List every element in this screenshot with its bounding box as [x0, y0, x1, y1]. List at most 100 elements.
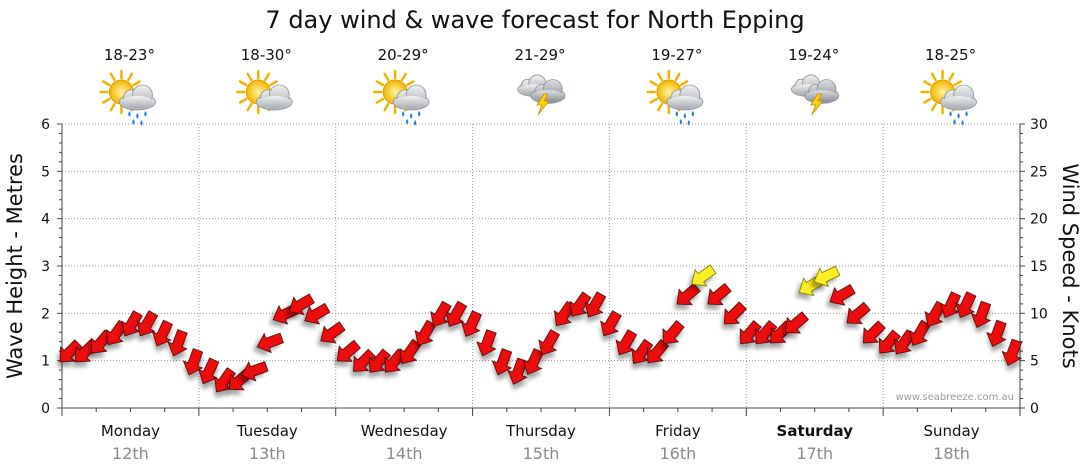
wind-arrow — [829, 284, 856, 306]
partly-cloudy-icon — [236, 69, 293, 115]
wind-arrow — [59, 339, 83, 363]
day-name-label: Wednesday — [361, 422, 448, 440]
day-date-label: 14th — [386, 444, 423, 463]
wind-arrow — [584, 291, 607, 318]
day-temperature: 19-24° — [788, 46, 839, 64]
wind-arrow — [955, 291, 977, 319]
wind-arrow — [241, 361, 269, 382]
left-tick-label: 1 — [41, 354, 50, 370]
wind-arrow — [739, 320, 762, 345]
watermark: www.seabreeze.com.au — [896, 392, 1014, 403]
wind-arrow — [691, 264, 717, 287]
wind-arrow — [615, 329, 638, 356]
day-date-label: 13th — [249, 444, 286, 463]
day-name-label: Monday — [101, 422, 160, 440]
wind-arrow — [445, 300, 468, 327]
wind-arrow — [136, 310, 159, 337]
right-tick-label: 30 — [1030, 117, 1048, 133]
right-tick-label: 20 — [1030, 212, 1048, 228]
wind-arrow — [353, 348, 376, 372]
left-tick-label: 0 — [41, 401, 50, 417]
wind-arrow — [970, 300, 992, 328]
right-tick-label: 0 — [1030, 401, 1039, 417]
day-date-label: 12th — [112, 444, 149, 463]
wind-arrow — [288, 293, 315, 316]
day-date-label: 16th — [659, 444, 696, 463]
wind-arrow — [256, 332, 284, 354]
wind-arrow — [846, 301, 871, 324]
day-temperature: 21-29° — [514, 46, 565, 64]
wind-arrow — [662, 320, 685, 345]
wind-arrow — [939, 291, 962, 319]
day-labels: Monday 12th Tuesday 13th Wednesday 14th Thursd… — [101, 422, 980, 463]
wind-arrow — [522, 348, 544, 375]
wind-arrow — [121, 310, 143, 337]
partly-sunny-showers-icon — [99, 69, 156, 126]
day-temperature: 20-29° — [378, 46, 429, 64]
wind-arrow — [600, 310, 622, 337]
wind-arrow — [460, 310, 483, 337]
right-axis-label: Wind Speed - Knots — [1058, 163, 1080, 368]
right-tick-label: 25 — [1030, 164, 1048, 180]
left-tick-label: 4 — [41, 212, 50, 228]
left-tick-label: 5 — [41, 164, 50, 180]
thunderstorm-icon — [791, 74, 840, 116]
partly-sunny-showers-icon — [646, 69, 704, 126]
partly-sunny-showers-icon — [920, 69, 977, 126]
day-name-label: Thursday — [505, 422, 576, 440]
wind-arrow — [304, 302, 331, 325]
chart-grid — [62, 123, 1020, 408]
right-tick-label: 5 — [1030, 354, 1039, 370]
left-axis-label: Wave Height - Metres — [3, 153, 27, 379]
day-name-label: Friday — [655, 422, 701, 440]
day-date-label: 18th — [933, 444, 970, 463]
day-temperature: 18-23° — [104, 46, 155, 64]
wind-arrow — [909, 319, 931, 346]
left-tick-label: 2 — [41, 306, 50, 322]
chart-title: 7 day wind & wave forecast for North Epp… — [265, 6, 804, 34]
wind-arrow — [631, 338, 654, 364]
wind-arrow — [167, 329, 188, 357]
wind-arrow — [336, 339, 361, 362]
day-temperature: 18-25° — [925, 46, 976, 64]
partly-sunny-showers-icon — [372, 69, 430, 126]
day-name-label: Saturday — [777, 422, 854, 440]
wind-arrow — [707, 282, 732, 306]
right-tick-label: 10 — [1030, 306, 1048, 322]
day-date-label: 17th — [796, 444, 833, 463]
wind-arrow — [368, 348, 392, 373]
day-temperature: 19-27° — [651, 46, 702, 64]
chart-axes: 0 1 2 3 4 5 6 0 5 10 15 20 25 30 — [41, 117, 1048, 417]
wind-arrow — [1001, 338, 1023, 366]
wind-arrow — [813, 265, 841, 287]
wind-arrow — [647, 338, 670, 364]
wind-arrow — [414, 319, 437, 346]
left-tick-label: 3 — [41, 259, 50, 275]
wind-arrow — [862, 320, 886, 344]
wind-arrow — [320, 321, 346, 344]
wind-arrow — [986, 319, 1007, 347]
wind-arrow — [755, 320, 778, 345]
wind-arrow-series — [59, 264, 1023, 393]
wind-arrow — [151, 319, 174, 347]
wind-arrow — [491, 348, 513, 376]
wind-arrow — [198, 357, 220, 385]
wind-arrow — [430, 300, 452, 327]
wind-arrow — [399, 338, 422, 364]
wind-arrow — [784, 311, 810, 334]
day-date-label: 15th — [523, 444, 560, 463]
wind-arrow — [476, 329, 497, 357]
wind-arrow — [723, 301, 747, 325]
wind-arrow — [538, 329, 560, 356]
day-temperature: 18-30° — [241, 46, 292, 64]
right-tick-label: 15 — [1030, 259, 1048, 275]
day-name-label: Sunday — [924, 422, 980, 440]
wind-arrow — [214, 367, 237, 393]
left-tick-label: 6 — [41, 117, 50, 133]
wind-arrow — [878, 329, 901, 354]
day-name-label: Tuesday — [236, 422, 298, 440]
wind-arrow — [676, 282, 701, 306]
wind-arrow — [569, 291, 592, 317]
daily-forecast-row: 18-23° 18-30° 20-29° 21-29° 19-27° 19-24° 18-2… — [99, 46, 977, 126]
